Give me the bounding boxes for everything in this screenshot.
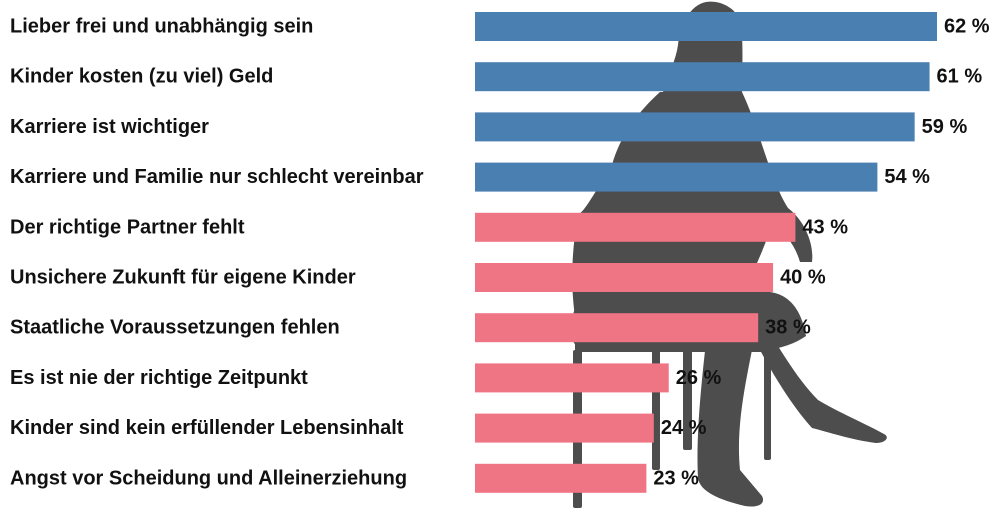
category-label: Karriere und Familie nur schlecht verein… — [10, 166, 424, 188]
value-label: 26 % — [676, 367, 722, 389]
bar-8 — [475, 413, 654, 443]
bar-9 — [475, 463, 647, 493]
value-label: 38 % — [765, 317, 811, 339]
value-label: 61 % — [937, 66, 983, 88]
bar-6 — [475, 313, 759, 343]
category-label: Unsichere Zukunft für eigene Kinder — [10, 267, 356, 289]
value-label: 23 % — [653, 467, 699, 489]
category-label: Staatliche Voraussetzungen fehlen — [10, 317, 340, 339]
bar-4 — [475, 212, 796, 242]
value-label: 62 % — [944, 16, 990, 38]
bars-layer — [475, 12, 937, 493]
category-label: Der richtige Partner fehlt — [10, 216, 245, 238]
category-labels: Lieber frei und unabhängig sein Kinder ko… — [10, 16, 424, 490]
bar-1 — [475, 62, 930, 92]
category-label: Kinder sind kein erfüllender Lebensinhal… — [10, 417, 404, 439]
bar-7 — [475, 363, 669, 393]
bar-2 — [475, 112, 915, 142]
category-label: Es ist nie der richtige Zeitpunkt — [10, 367, 308, 389]
value-label: 59 % — [922, 116, 968, 138]
category-label: Lieber frei und unabhängig sein — [10, 16, 313, 38]
value-label: 24 % — [661, 417, 707, 439]
bar-3 — [475, 162, 878, 192]
bar-0 — [475, 12, 937, 41]
value-label: 40 % — [780, 267, 826, 289]
category-label: Kinder kosten (zu viel) Geld — [10, 66, 273, 88]
value-labels: 62 % 61 % 59 % 54 % 43 % 40 % 38 % 26 % 24 % 23 % — [653, 16, 989, 490]
value-label: 43 % — [802, 216, 848, 238]
category-label: Angst vor Scheidung und Alleinerziehung — [10, 467, 407, 489]
bar-5 — [475, 263, 774, 292]
category-label: Karriere ist wichtiger — [10, 116, 209, 138]
value-label: 54 % — [884, 166, 930, 188]
